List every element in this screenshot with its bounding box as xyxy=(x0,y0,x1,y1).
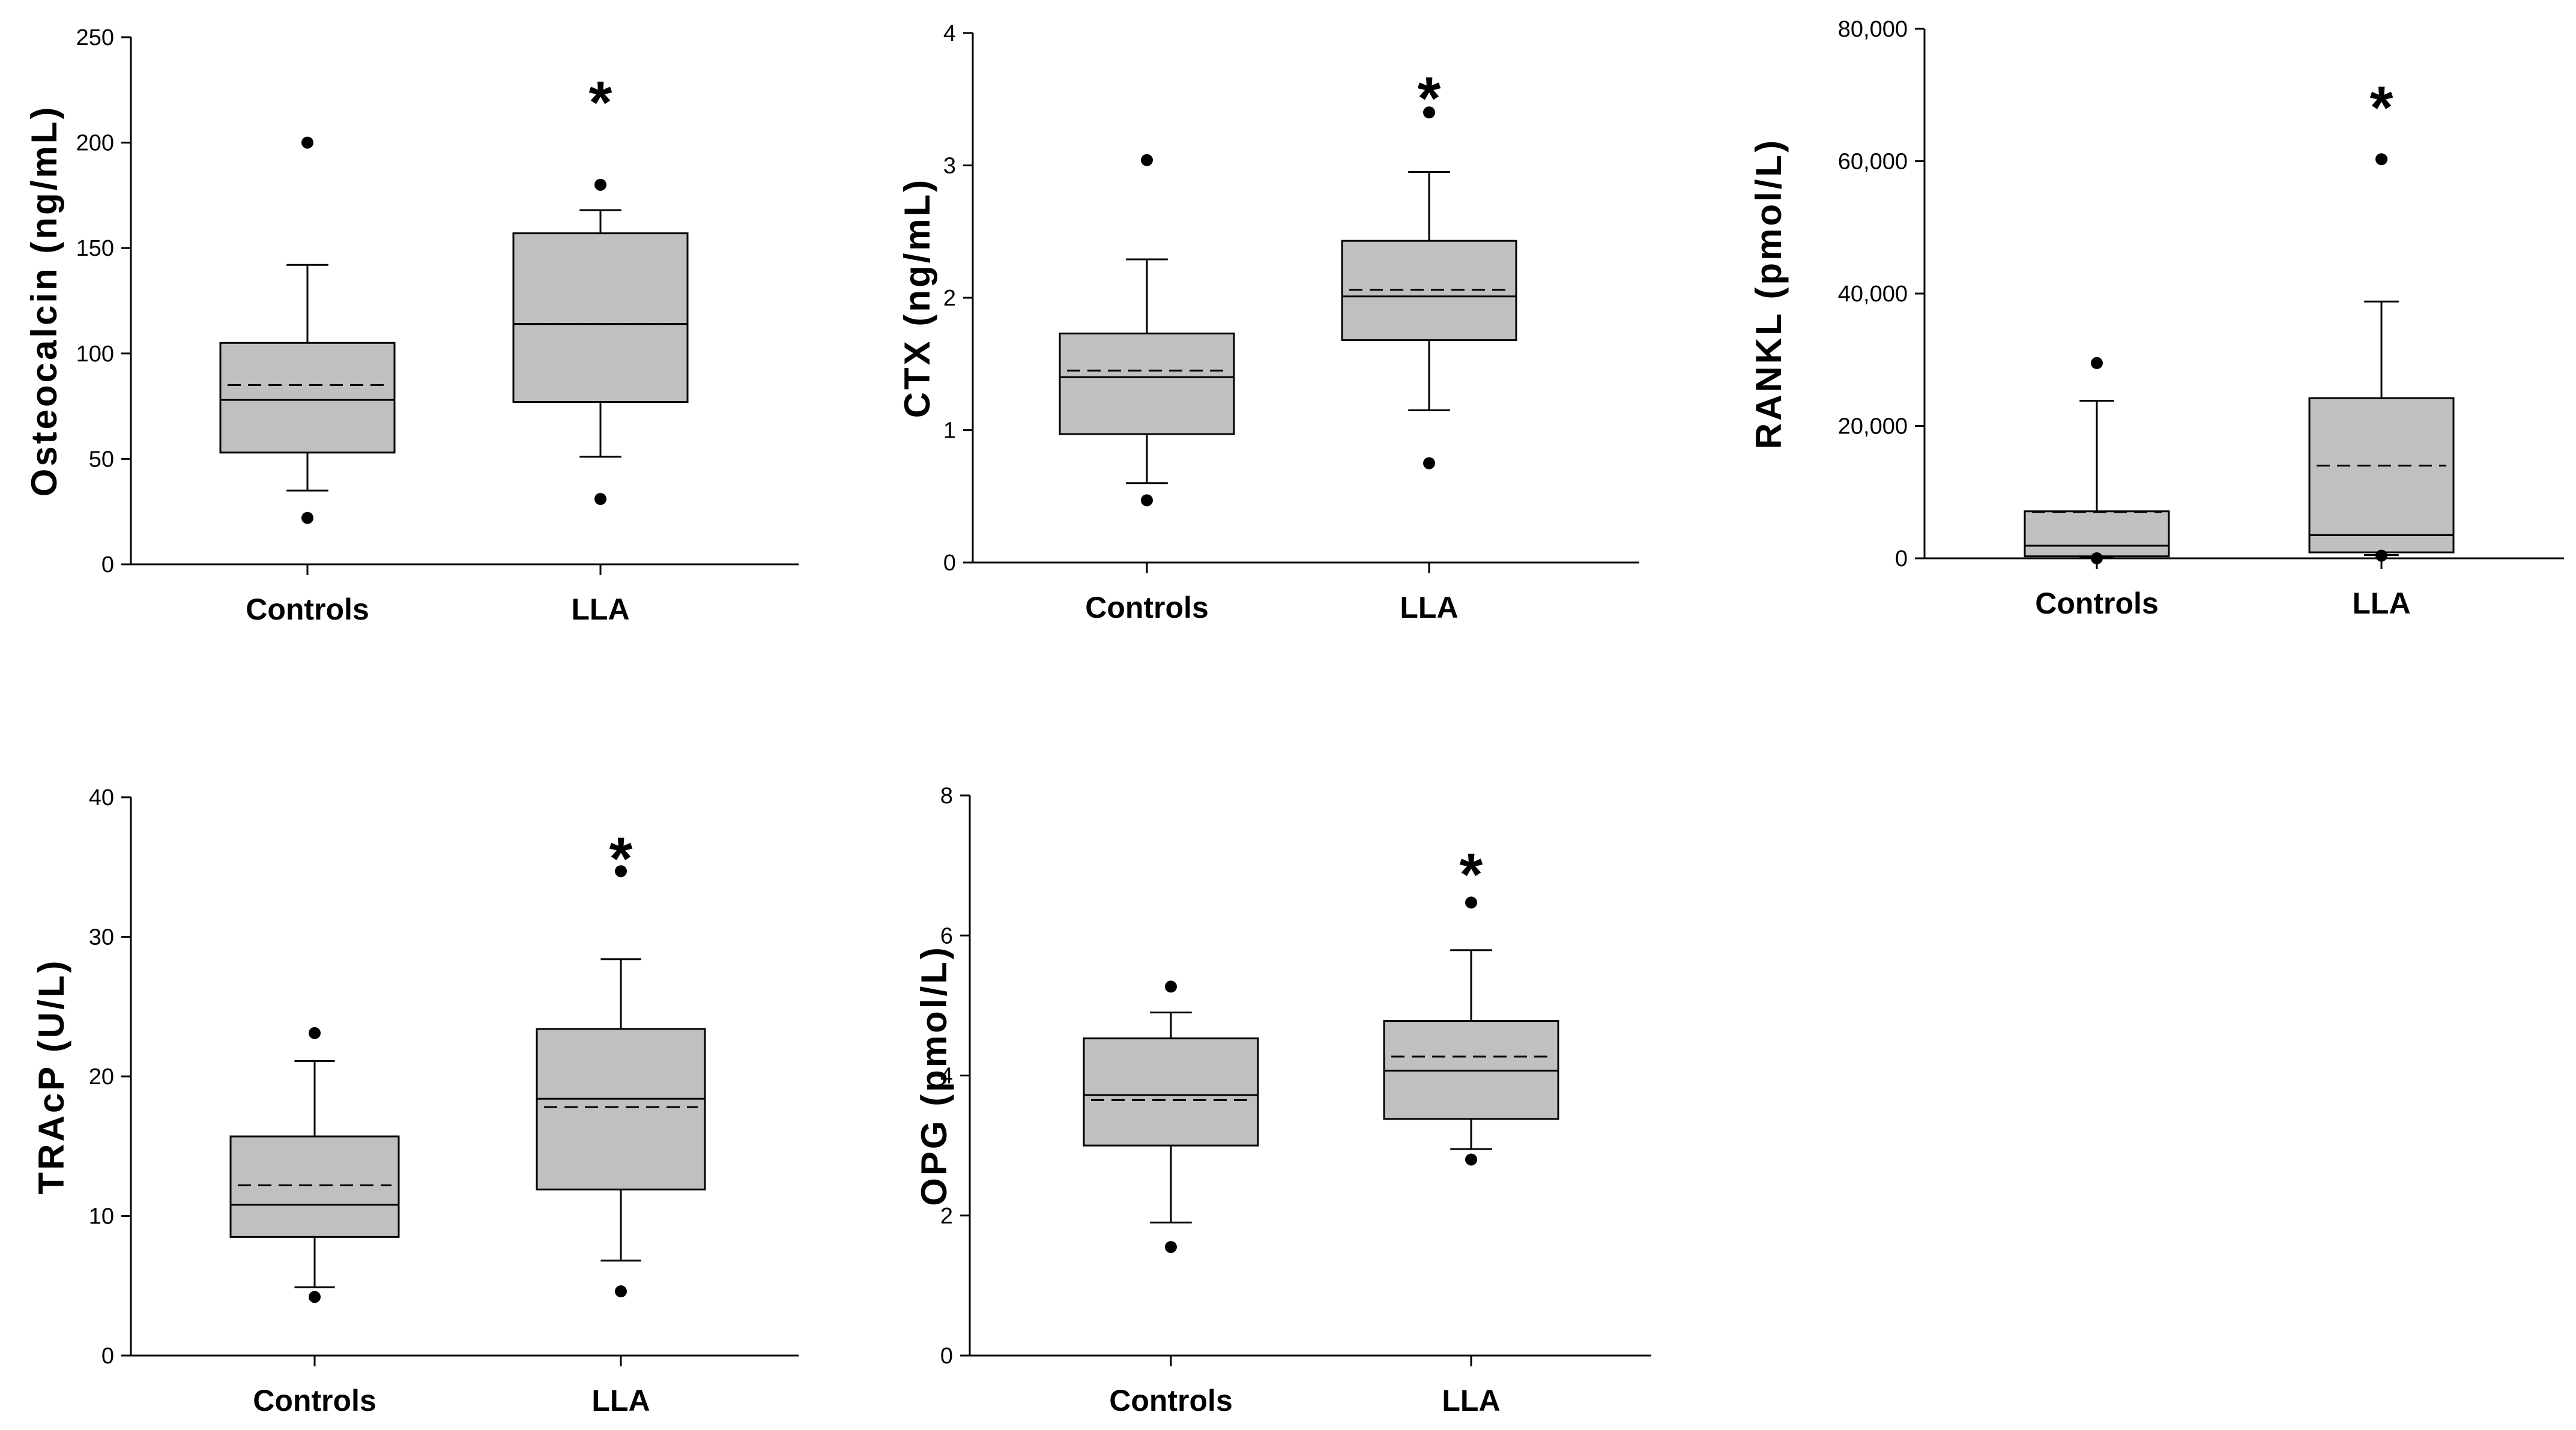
significance-asterisk: * xyxy=(2370,74,2393,141)
y-tick-label: 150 xyxy=(76,236,114,261)
y-tick-label: 200 xyxy=(76,131,114,156)
x-category-label: Controls xyxy=(1109,1384,1233,1417)
y-tick-label: 3 xyxy=(943,154,956,179)
y-tick-label: 60,000 xyxy=(1838,149,1908,175)
outlier-point xyxy=(2375,153,2387,166)
significance-asterisk: * xyxy=(1460,841,1483,908)
y-tick-label: 8 xyxy=(940,783,953,809)
y-tick-label: 2 xyxy=(943,286,956,311)
outlier-point xyxy=(301,136,313,149)
outlier-point xyxy=(1165,1241,1177,1254)
outlier-point xyxy=(615,865,627,878)
significance-asterisk: * xyxy=(1418,65,1441,132)
x-category-label: LLA xyxy=(1442,1384,1500,1417)
x-category-label: Controls xyxy=(1085,591,1209,624)
y-tick-label: 30 xyxy=(89,925,114,950)
outlier-point xyxy=(1423,106,1435,119)
x-category-label: LLA xyxy=(571,593,629,626)
box-iqr xyxy=(2308,397,2455,554)
box-iqr xyxy=(536,1028,706,1190)
box-iqr xyxy=(229,1135,400,1238)
chart-panel-4: 0 10 20 30 40 TRAcP (U/L) Controls LLA * xyxy=(31,785,799,1417)
y-axis-label: TRAcP (U/L) xyxy=(31,959,71,1195)
outlier-point xyxy=(594,493,606,505)
y-tick-label: 0 xyxy=(940,1344,953,1369)
box-iqr xyxy=(1083,1037,1259,1147)
y-tick-label: 100 xyxy=(76,342,114,367)
outlier-point xyxy=(1165,980,1177,993)
y-tick-label: 2 xyxy=(940,1204,953,1229)
significance-asterisk: * xyxy=(589,69,612,136)
x-category-label: Controls xyxy=(2035,587,2159,620)
y-axis-label: CTX (ng/mL) xyxy=(897,178,937,418)
x-category-label: LLA xyxy=(591,1384,650,1417)
outlier-point xyxy=(1465,1153,1477,1166)
y-tick-label: 4 xyxy=(940,1064,953,1089)
y-tick-label: 4 xyxy=(943,21,956,46)
y-axis-label: RANKL (pmol/L) xyxy=(1749,138,1789,449)
y-tick-label: 0 xyxy=(101,552,114,578)
y-axis-label: Osteocalcin (ng/mL) xyxy=(24,105,64,497)
outlier-point xyxy=(1465,896,1477,909)
y-tick-label: 20 xyxy=(89,1064,114,1090)
y-tick-label: 0 xyxy=(101,1344,114,1369)
outlier-point xyxy=(1141,494,1153,507)
y-tick-label: 80,000 xyxy=(1838,17,1908,42)
chart-panel-2: 0 1 2 3 4 CTX (ng/mL) Controls LLA * xyxy=(897,21,1639,624)
chart-panel-5: 0 2 4 6 8 OPG (pmol/L) Controls LLA * xyxy=(914,783,1651,1417)
significance-asterisk: * xyxy=(609,825,633,892)
y-tick-label: 40 xyxy=(89,785,114,810)
x-category-label: LLA xyxy=(2352,587,2410,620)
chart-panel-3: 0 20,000 40,000 60,000 80,000 RANKL (pmol/L) C… xyxy=(1749,17,2564,620)
box-iqr xyxy=(512,232,689,403)
outlier-point xyxy=(1141,154,1153,166)
outlier-point xyxy=(2375,549,2387,562)
y-axis-label: OPG (pmol/L) xyxy=(914,945,954,1206)
outlier-point xyxy=(1423,457,1435,469)
box-iqr xyxy=(1059,333,1235,435)
outlier-point xyxy=(594,178,606,191)
x-category-label: Controls xyxy=(246,593,369,626)
outlier-point xyxy=(309,1291,321,1303)
outlier-point xyxy=(615,1285,627,1298)
outlier-point xyxy=(2091,552,2103,564)
chart-panel-1: 0 50 100 150 200 250 Osteocalcin (ng/mL) Contro… xyxy=(24,25,799,626)
y-tick-label: 10 xyxy=(89,1204,114,1229)
y-tick-label: 50 xyxy=(89,447,114,472)
box-iqr xyxy=(1341,240,1517,342)
y-tick-label: 1 xyxy=(943,418,956,444)
y-tick-label: 0 xyxy=(943,551,956,576)
x-category-label: LLA xyxy=(1400,591,1458,624)
y-tick-label: 6 xyxy=(940,923,953,949)
outlier-point xyxy=(301,511,313,524)
box-iqr xyxy=(219,342,396,454)
y-tick-label: 0 xyxy=(1895,546,1908,572)
y-tick-label: 40,000 xyxy=(1838,282,1908,307)
box-iqr xyxy=(2024,510,2170,558)
outlier-point xyxy=(309,1027,321,1039)
y-tick-label: 250 xyxy=(76,25,114,50)
y-tick-label: 20,000 xyxy=(1838,414,1908,439)
outlier-point xyxy=(2091,357,2103,369)
x-category-label: Controls xyxy=(253,1384,376,1417)
